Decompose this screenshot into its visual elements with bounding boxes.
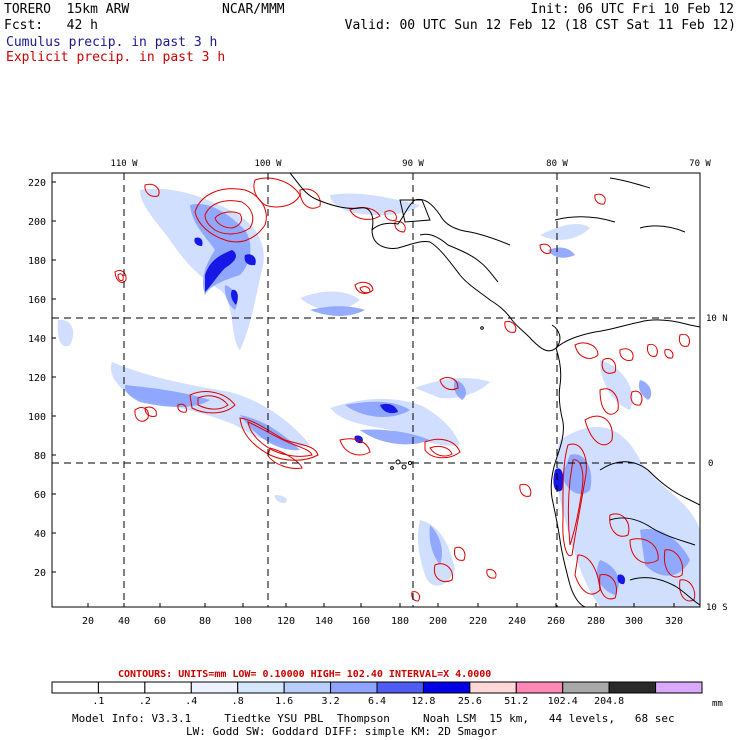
x-tick: 320 xyxy=(665,616,683,627)
color-bar-label: 51.2 xyxy=(504,696,528,707)
lat-label: 10 N xyxy=(706,314,728,324)
color-bar-bin xyxy=(655,681,703,694)
color-bar-bin xyxy=(469,681,517,694)
lon-label: 70 W xyxy=(689,159,711,169)
color-bar-label: 12.8 xyxy=(411,696,435,707)
physics-info: LW: Godd SW: Goddard DIFF: simple KM: 2D… xyxy=(186,725,498,738)
y-tick: 220 xyxy=(28,178,46,189)
y-tick: 100 xyxy=(28,412,46,423)
lat-label: 10 S xyxy=(706,603,728,613)
x-tick: 260 xyxy=(547,616,565,627)
lon-label: 110 W xyxy=(110,159,138,169)
color-bar-bin xyxy=(283,681,332,694)
contour-info: CONTOURS: UNITS=mm LOW= 0.10000 HIGH= 10… xyxy=(118,669,491,680)
lat-labels: 10 N 0 10 S xyxy=(706,314,728,613)
cumulus-precip-dark xyxy=(194,237,626,585)
x-tick: 240 xyxy=(508,616,526,627)
axis-tick-marks xyxy=(52,181,675,607)
color-bar-bin xyxy=(515,681,564,694)
x-tick: 280 xyxy=(587,616,605,627)
lon-label: 100 W xyxy=(254,159,282,169)
color-bar-bin xyxy=(237,681,285,694)
color-bar-bin xyxy=(97,681,146,694)
color-bar-bin xyxy=(330,681,378,694)
lon-label: 80 W xyxy=(546,159,568,169)
x-tick: 60 xyxy=(154,616,166,627)
color-bar-labels: .1 .2 .4 .8 1.6 3.2 6.4 12.8 25.6 51.2 102.4 204.8 xyxy=(92,696,624,707)
color-bar-label: 25.6 xyxy=(458,696,482,707)
color-bar-label: 6.4 xyxy=(368,696,386,707)
x-tick: 160 xyxy=(352,616,370,627)
explicit-field-label: Explicit precip. in past 3 h xyxy=(6,50,226,65)
lat-label: 0 xyxy=(708,459,713,469)
y-tick: 180 xyxy=(28,256,46,267)
y-tick: 40 xyxy=(34,529,46,540)
model-title: TORERO 15km ARW xyxy=(4,2,130,17)
y-tick: 20 xyxy=(34,568,46,579)
valid-time: Valid: 00 UTC Sun 12 Feb 12 (18 CST Sat … xyxy=(344,18,736,33)
color-bar-label: 3.2 xyxy=(322,696,340,707)
color-bar-unit: mm xyxy=(712,699,723,709)
color-bar-bin xyxy=(51,681,99,694)
color-bar-bin xyxy=(190,681,239,694)
color-bar-bin xyxy=(422,681,471,694)
init-time: Init: 06 UTC Fri 10 Feb 12 xyxy=(530,2,735,17)
x-tick: 200 xyxy=(429,616,447,627)
color-bar-label: .4 xyxy=(185,696,197,707)
color-bar-bin xyxy=(608,681,657,694)
y-tick: 120 xyxy=(28,373,46,384)
y-tick: 80 xyxy=(34,451,46,462)
x-tick: 80 xyxy=(199,616,211,627)
x-axis-ticks: 20 40 60 80 100 120 140 160 180 200 220 … xyxy=(82,616,683,627)
coastlines xyxy=(289,173,700,607)
y-tick: 140 xyxy=(28,334,46,345)
x-tick: 20 xyxy=(82,616,94,627)
color-bar-bin xyxy=(562,681,610,694)
color-bar-label: 1.6 xyxy=(275,696,293,707)
organization-label: NCAR/MMM xyxy=(222,2,285,17)
x-tick: 300 xyxy=(625,616,643,627)
cumulus-field-label: Cumulus precip. in past 3 h xyxy=(6,35,218,50)
y-tick: 60 xyxy=(34,490,46,501)
lon-labels: 110 W 100 W 90 W 80 W 70 W xyxy=(110,159,711,169)
y-tick: 200 xyxy=(28,217,46,228)
cumulus-precip-mid xyxy=(124,204,690,595)
color-bar xyxy=(51,681,703,694)
color-bar-bin xyxy=(144,681,192,694)
color-bar-label: .8 xyxy=(232,696,244,707)
color-bar-label: 102.4 xyxy=(548,696,578,707)
x-tick: 120 xyxy=(277,616,295,627)
x-tick: 180 xyxy=(391,616,409,627)
color-bar-bin xyxy=(376,681,424,694)
x-tick: 220 xyxy=(469,616,487,627)
forecast-hour: Fcst: 42 h xyxy=(4,18,98,33)
lat-lon-grid xyxy=(52,173,700,607)
x-tick: 40 xyxy=(118,616,130,627)
model-info: Model Info: V3.3.1 Tiedtke YSU PBL Thomp… xyxy=(72,712,675,725)
y-tick: 160 xyxy=(28,295,46,306)
color-bar-label: .1 xyxy=(92,696,104,707)
x-tick: 100 xyxy=(234,616,252,627)
map-frame xyxy=(51,172,701,608)
map-field xyxy=(57,173,700,607)
color-bar-label: .2 xyxy=(139,696,151,707)
lon-label: 90 W xyxy=(402,159,424,169)
y-axis-ticks: 220 200 180 160 140 120 100 80 60 40 20 xyxy=(28,178,46,579)
x-tick: 140 xyxy=(315,616,333,627)
color-bar-label: 204.8 xyxy=(594,696,624,707)
